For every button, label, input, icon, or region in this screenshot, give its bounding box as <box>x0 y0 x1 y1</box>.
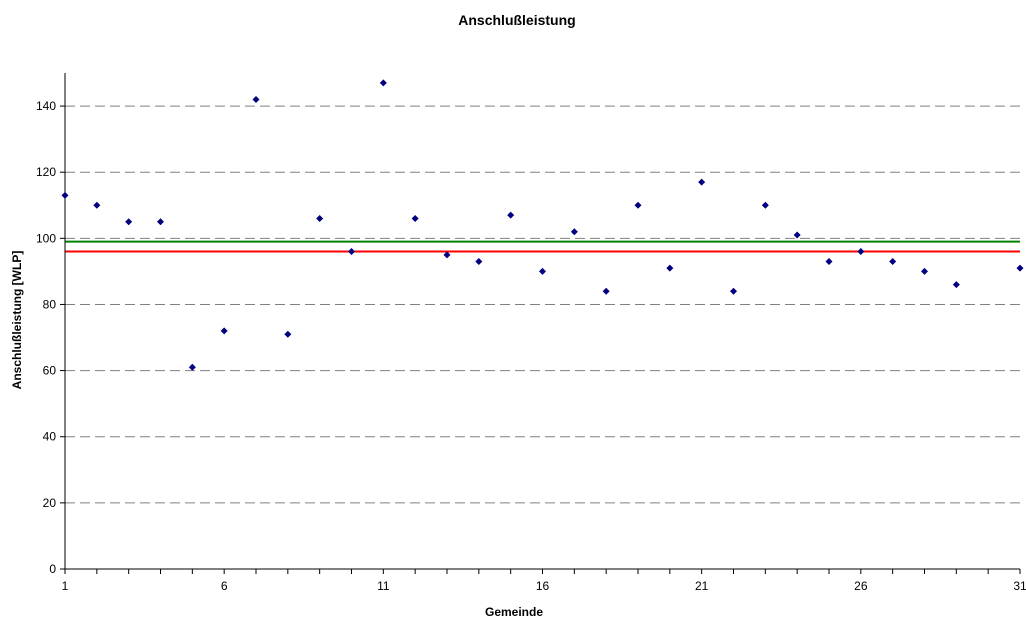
data-point-19 <box>634 201 642 209</box>
data-point-9 <box>316 214 324 222</box>
data-point-17 <box>570 228 578 236</box>
x-tick-label-21: 21 <box>695 579 709 593</box>
data-point-3 <box>125 218 133 226</box>
data-point-13 <box>443 251 451 259</box>
data-point-20 <box>666 264 674 272</box>
data-point-21 <box>698 178 706 186</box>
y-tick-label-0: 0 <box>49 562 56 576</box>
data-point-23 <box>761 201 769 209</box>
data-points <box>61 79 1024 371</box>
data-point-2 <box>93 201 101 209</box>
data-point-10 <box>348 248 355 256</box>
gridlines <box>65 105 1020 504</box>
data-point-7 <box>252 95 260 103</box>
data-point-26 <box>857 248 865 256</box>
y-tick-label-20: 20 <box>43 496 57 510</box>
y-tick-label-80: 80 <box>43 297 57 311</box>
data-point-31 <box>1016 264 1024 272</box>
data-point-6 <box>220 327 228 335</box>
data-point-4 <box>157 218 164 226</box>
reference-lines <box>65 240 1020 253</box>
x-axis-title: Gemeinde <box>485 605 543 619</box>
y-tick-label-100: 100 <box>36 231 56 245</box>
data-point-1 <box>61 191 69 199</box>
y-tick-label-140: 140 <box>36 99 56 113</box>
data-point-24 <box>793 231 801 239</box>
x-tick-label-31: 31 <box>1013 579 1026 593</box>
data-point-16 <box>539 267 546 275</box>
data-point-25 <box>825 257 833 265</box>
axes <box>60 73 1021 574</box>
x-tick-label-6: 6 <box>221 579 228 593</box>
data-point-15 <box>507 211 515 219</box>
y-tick-label-40: 40 <box>43 430 57 444</box>
data-point-8 <box>284 330 292 338</box>
y-tick-label-120: 120 <box>36 165 56 179</box>
x-tick-label-1: 1 <box>62 579 69 593</box>
x-tick-label-16: 16 <box>536 579 550 593</box>
data-point-11 <box>379 79 387 87</box>
data-point-27 <box>889 257 897 265</box>
data-point-22 <box>730 287 737 295</box>
data-point-28 <box>921 267 928 275</box>
data-point-12 <box>411 214 419 222</box>
x-tick-label-11: 11 <box>377 579 390 593</box>
data-point-5 <box>188 363 196 371</box>
data-point-14 <box>475 257 483 265</box>
y-tick-label-60: 60 <box>43 364 57 378</box>
chart-title: Anschlußleistung <box>458 12 575 28</box>
x-tick-label-26: 26 <box>854 579 868 593</box>
data-point-18 <box>602 287 610 295</box>
data-point-29 <box>952 281 960 289</box>
y-axis-title: Anschlußleistung [WLP] <box>10 251 24 390</box>
